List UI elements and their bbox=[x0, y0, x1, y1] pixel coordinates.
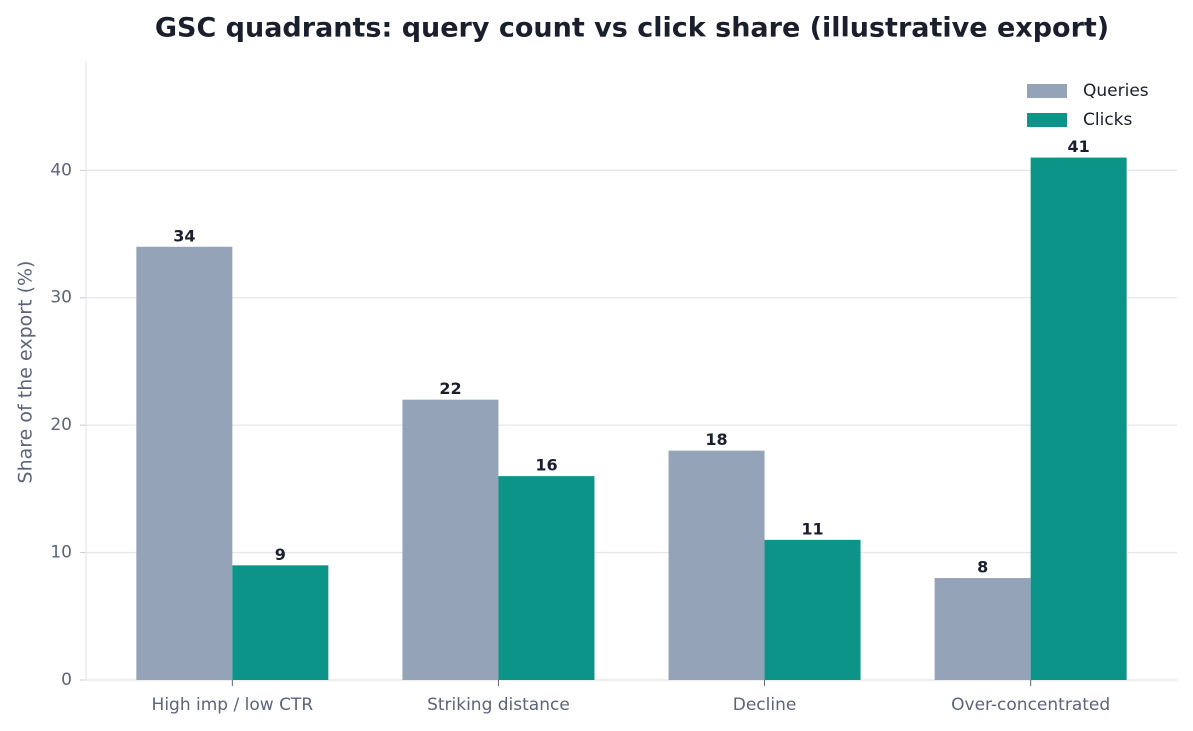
value-label: 22 bbox=[439, 379, 461, 398]
y-axis-label: Share of the export (%) bbox=[15, 261, 37, 484]
value-label: 41 bbox=[1068, 137, 1090, 156]
y-tick-label: 0 bbox=[61, 670, 72, 690]
value-label: 8 bbox=[977, 558, 988, 577]
chart-title: GSC quadrants: query count vs click shar… bbox=[155, 13, 1109, 44]
bar bbox=[232, 565, 329, 680]
bar bbox=[934, 578, 1031, 680]
y-tick-label: 40 bbox=[50, 160, 72, 180]
bar bbox=[764, 539, 861, 680]
x-tick-label: Striking distance bbox=[427, 695, 570, 715]
bar bbox=[402, 399, 499, 680]
value-label: 34 bbox=[173, 226, 195, 245]
y-tick-label: 10 bbox=[50, 543, 72, 563]
x-tick-label: Over-concentrated bbox=[951, 695, 1110, 715]
bar bbox=[136, 246, 233, 681]
bar bbox=[668, 450, 765, 680]
bar bbox=[1030, 157, 1127, 680]
legend-swatch bbox=[1027, 113, 1067, 127]
value-label: 18 bbox=[705, 430, 727, 449]
legend-label: Clicks bbox=[1083, 110, 1133, 130]
y-tick-label: 30 bbox=[50, 288, 72, 308]
value-label: 16 bbox=[535, 456, 557, 475]
value-label: 11 bbox=[801, 519, 823, 538]
y-tick-label: 20 bbox=[50, 415, 72, 435]
x-tick-label: High imp / low CTR bbox=[152, 695, 314, 715]
x-tick-label: Decline bbox=[733, 695, 797, 715]
legend-label: Queries bbox=[1083, 81, 1149, 101]
bar bbox=[498, 476, 595, 680]
value-label: 9 bbox=[275, 545, 286, 564]
legend-swatch bbox=[1027, 84, 1067, 98]
